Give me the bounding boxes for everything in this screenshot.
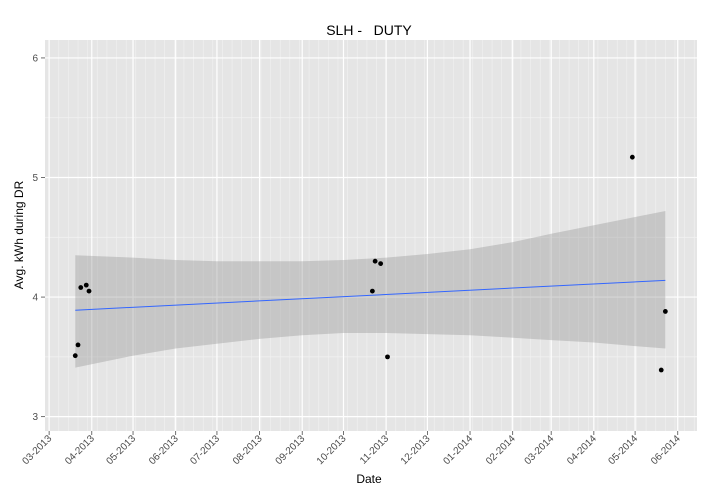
x-axis-title: Date [356,472,382,486]
data-point [86,288,92,294]
x-tick-label: 04-2013 [63,433,97,467]
x-tick-label: 03-2014 [523,433,557,467]
x-tick-label: 11-2013 [358,433,392,467]
data-point [83,282,89,288]
data-point [378,261,384,266]
y-tick-label: 3 [32,412,38,423]
y-tick-label: 4 [32,293,38,304]
x-tick-label: 01-2014 [441,433,475,467]
x-tick-label: 05-2014 [606,433,640,467]
x-tick-label: 12-2013 [399,433,433,467]
x-tick-label: 08-2013 [231,433,265,467]
y-axis-title: Avg. kWh during DR [12,180,26,289]
y-tick-label: 6 [32,53,38,64]
data-point [662,309,668,314]
data-point [372,258,378,264]
y-axis: 3 4 5 6 [32,53,45,423]
data-point [75,342,81,348]
x-tick-label: 02-2014 [484,433,518,467]
major-grid [45,40,697,431]
data-point [72,353,78,359]
data-points [72,154,668,373]
x-tick-label: 06-2014 [649,433,683,467]
data-point [658,367,664,373]
data-point [369,288,375,294]
x-tick-label: 04-2014 [565,433,599,467]
x-tick-label: 07-2013 [188,433,222,467]
data-point [78,285,84,290]
x-tick-label: 06-2013 [147,433,181,467]
x-tick-label: 09-2013 [274,433,308,467]
chart-title: SLH - DUTY [326,22,412,38]
y-tick-label: 5 [32,173,38,184]
x-tick-label: 03-2013 [21,433,55,467]
confidence-band [75,211,666,368]
x-axis: 03-2013 04-2013 05-2013 06-2013 07-2013 08-20… [21,431,683,467]
trend-line [75,279,666,311]
minor-grid [45,40,697,431]
x-tick-label: 10-2013 [315,433,349,467]
data-point [385,354,390,360]
x-tick-label: 05-2013 [104,433,138,467]
data-point [629,154,635,160]
